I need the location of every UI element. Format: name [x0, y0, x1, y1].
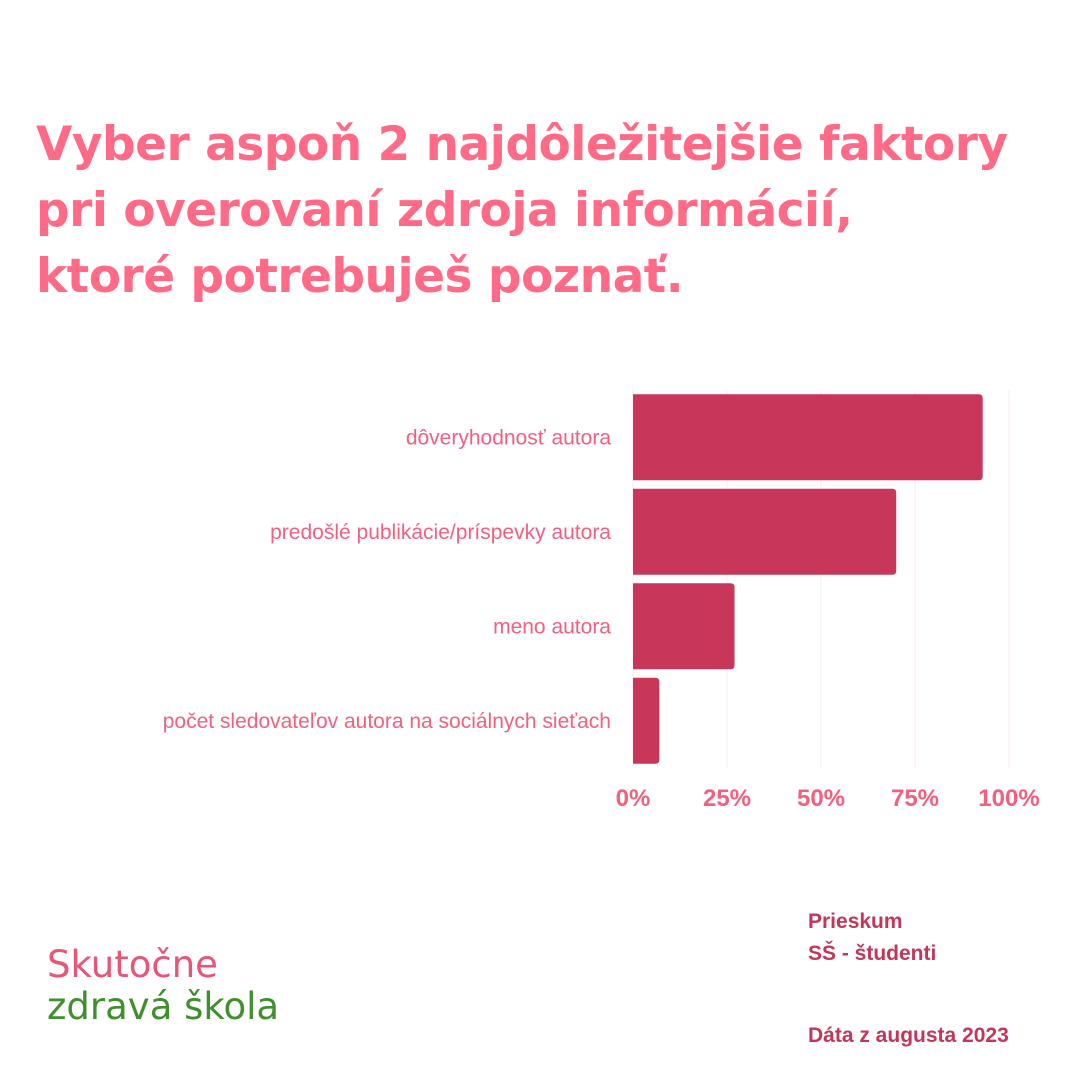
logo-line-1: Skutočne [47, 943, 218, 986]
x-tick-label: 0% [616, 785, 651, 812]
data-date: Dáta z augusta 2023 [808, 1024, 1009, 1047]
survey-group: SŠ - študenti [808, 942, 937, 965]
category-label: dôveryhodnosť autora [406, 426, 612, 449]
title-line-3: ktoré potrebuješ poznať. [36, 249, 684, 304]
chart-title: Vyber aspoň 2 najdôležitejšie faktory pr… [36, 112, 1056, 310]
category-label: meno autora [493, 615, 611, 638]
category-label: predošlé publikácie/príspevky autora [270, 521, 611, 544]
title-line-1: Vyber aspoň 2 najdôležitejšie faktory [36, 117, 1008, 172]
title-line-2: pri overovaní zdroja informácií, [36, 183, 853, 238]
bar [633, 677, 660, 764]
logo: Skutočne zdravá škola [47, 944, 279, 1028]
survey-label: Prieskum [808, 910, 903, 933]
x-axis-ticks: 0% 25% 50% 75% 100% [616, 785, 1040, 812]
x-tick-label: 75% [891, 785, 939, 812]
x-tick-label: 100% [978, 785, 1039, 812]
bar [633, 488, 897, 575]
category-label: počet sledovateľov autora na sociálnych … [163, 710, 611, 733]
bar [633, 394, 983, 481]
x-tick-label: 50% [797, 785, 845, 812]
logo-line-2: zdravá škola [47, 985, 280, 1028]
x-tick-label: 25% [703, 785, 751, 812]
category-labels: dôveryhodnosť autora predošlé publikácie/… [163, 426, 612, 733]
bar [633, 583, 735, 670]
survey-info: Prieskum SŠ - študenti [808, 906, 936, 970]
bars [633, 394, 983, 764]
